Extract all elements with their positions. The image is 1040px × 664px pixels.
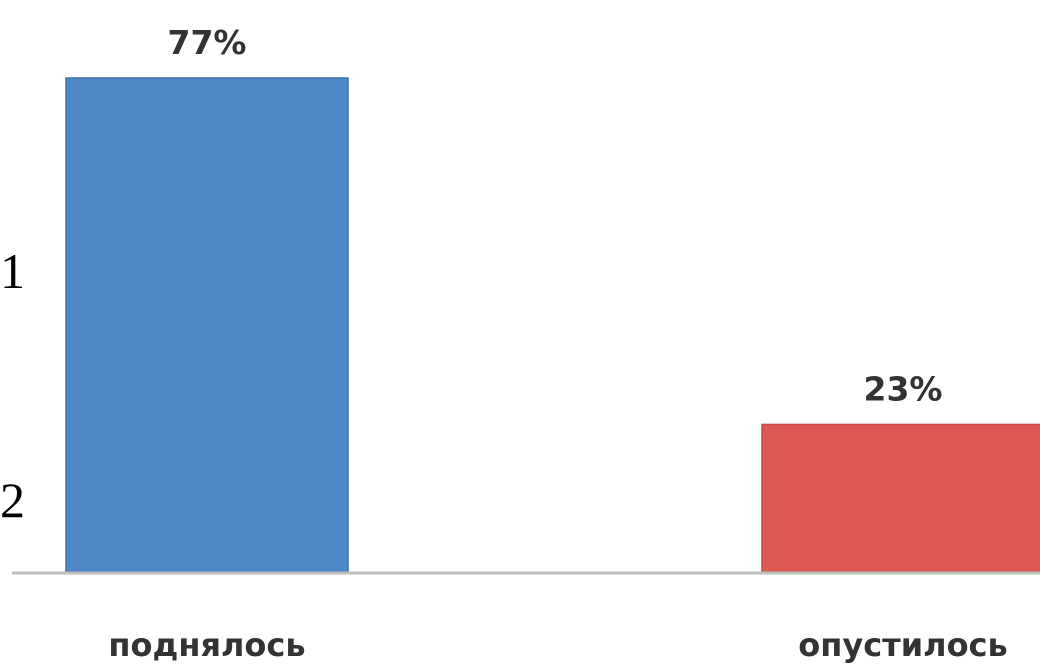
- bar-опустилось: [761, 423, 1040, 573]
- bar-поднялось: [65, 77, 349, 573]
- side-label-2: 2: [0, 472, 25, 528]
- category-label: поднялось: [108, 626, 305, 664]
- category-label: опустилось: [798, 626, 1008, 664]
- value-label: 23%: [864, 369, 943, 408]
- side-label-1: 1: [0, 243, 25, 299]
- value-label: 77%: [168, 23, 247, 62]
- bars-group: 77% поднялось 23% опустилось: [65, 23, 1040, 664]
